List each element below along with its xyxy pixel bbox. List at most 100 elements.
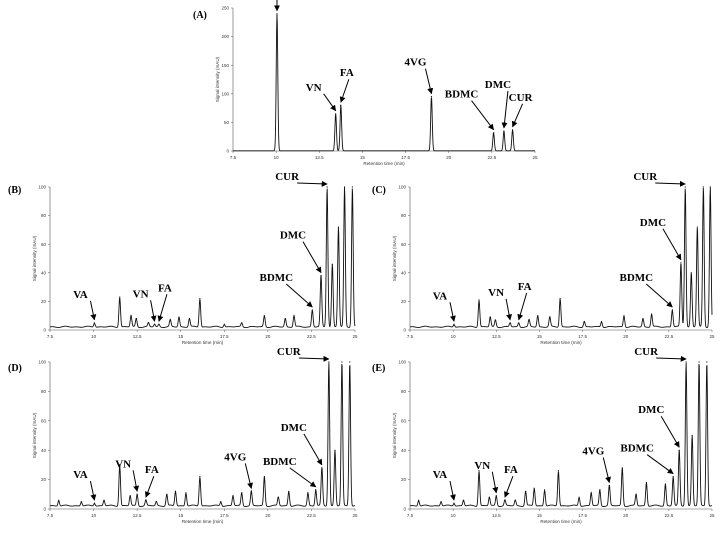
y-axis-label: Signal intensity (mAU)	[32, 235, 37, 281]
y-tick-label: 0	[226, 149, 229, 154]
peak-annotation-cur: CUR	[633, 171, 658, 183]
y-tick-label: 60	[401, 242, 407, 247]
peak-annotation-bdmc: BDMC	[259, 272, 293, 284]
peak-annotation-vn: VN	[115, 458, 131, 470]
peak-point	[696, 226, 698, 228]
peak-point	[188, 317, 191, 320]
peak-annotation-va: VA	[433, 290, 448, 302]
peak-annotation-fa: FA	[158, 282, 172, 294]
x-tick-label: 7.5	[407, 513, 414, 518]
annotation-arrow	[449, 302, 456, 322]
peak-point	[263, 476, 265, 478]
y-tick-label: 60	[41, 418, 47, 423]
peak-annotation-fa: FA	[504, 464, 518, 476]
chart-panel-a: (A)7.5 10 12.5 15 17.5 20 22.5 2505010015020025…	[193, 0, 538, 166]
peak-point	[494, 319, 497, 321]
x-tick-label: 7.5	[230, 155, 237, 160]
peak-point	[155, 501, 157, 503]
peak-point	[514, 499, 516, 501]
peak-annotation-fa: FA	[340, 67, 354, 79]
peak-point	[178, 316, 180, 318]
x-tick-label: 25	[709, 513, 715, 518]
peak-point	[343, 186, 346, 188]
annotation-arrow	[157, 294, 168, 322]
chart-panel-d: (D) 7.5 10 12.5 15 17.5 20 22.5 25 0 20 40 60 80 100 Re…	[8, 346, 358, 524]
chromatogram-trace	[233, 13, 535, 152]
chromatogram-trace	[49, 186, 356, 329]
peak-annotation-bdmc: BDMC	[263, 456, 297, 468]
panel-label: (E)	[372, 363, 385, 374]
x-tick-label: 25	[352, 334, 358, 339]
x-tick-label: 12.5	[133, 513, 142, 518]
chromatogram-trace	[409, 362, 713, 507]
panel-label: (C)	[372, 185, 386, 196]
annotation-arrow	[471, 100, 494, 131]
peak-point	[453, 502, 455, 504]
y-tick-label: 80	[401, 389, 407, 394]
peak-point	[199, 476, 201, 478]
chart-panel-c: (C) 7.5 10 12.5 15 17.5 20 22.5 25 0 20 40 60 80 100 Re…	[372, 171, 715, 345]
peak-point	[58, 499, 60, 501]
peak-point	[174, 490, 177, 492]
peak-point	[709, 186, 711, 188]
x-tick-label: 25	[709, 334, 715, 339]
annotation-arrow	[289, 467, 317, 488]
peak-point	[136, 493, 138, 495]
peak-point	[489, 316, 491, 318]
peak-annotation-4vg: 4VG	[582, 445, 604, 457]
peak-point	[590, 492, 592, 494]
peak-point	[462, 499, 465, 501]
annotation-arrow	[491, 471, 499, 494]
peak-annotation-dmc: DMC	[485, 79, 511, 91]
peak-point	[335, 113, 337, 115]
y-tick-label: 0	[43, 507, 46, 512]
peak-point	[284, 317, 286, 320]
x-tick-label: 10	[451, 513, 457, 518]
y-tick-label: 0	[43, 328, 46, 333]
x-axis-label: Retention time (min)	[540, 340, 582, 345]
peak-point	[645, 481, 648, 484]
peak-point	[418, 499, 420, 501]
y-tick-label: 20	[401, 299, 407, 304]
peak-point	[311, 309, 313, 311]
peak-point	[331, 263, 333, 265]
y-tick-label: 40	[401, 448, 407, 453]
annotation-arrow	[505, 298, 513, 321]
peak-annotation-dmc: DMC	[281, 422, 307, 434]
peak-point	[241, 322, 243, 324]
peak-point	[130, 315, 132, 317]
annotation-arrow	[302, 241, 322, 274]
peak-point	[488, 496, 490, 498]
peak-point	[351, 186, 353, 188]
annotation-arrow	[323, 93, 337, 112]
annotation-arrow	[297, 180, 328, 187]
peak-point	[478, 299, 480, 301]
annotation-arrow	[424, 68, 434, 95]
peak-point	[549, 316, 551, 318]
x-tick-label: 7.5	[47, 334, 54, 339]
peak-point	[504, 499, 506, 501]
peak-point	[559, 297, 561, 300]
y-axis-label: Signal intensity (mAU)	[392, 412, 397, 458]
y-tick-label: 200	[221, 34, 229, 39]
x-tick-label: 17.5	[578, 513, 587, 518]
peak-annotation-dmc: DMC	[640, 217, 666, 229]
peak-point	[690, 272, 692, 274]
y-tick-label: 0	[403, 328, 406, 333]
peak-point	[166, 493, 168, 495]
y-axis-label: Signal intensity (mAU)	[215, 56, 220, 102]
y-tick-label: 40	[401, 270, 407, 275]
y-tick-label: 20	[41, 299, 47, 304]
x-tick-label: 15	[178, 513, 184, 518]
peak-point	[440, 501, 442, 503]
x-tick-label: 15	[537, 513, 543, 518]
annotation-arrow	[339, 79, 350, 103]
x-axis-label: Retention time (min)	[182, 340, 224, 345]
peak-point	[129, 495, 131, 497]
peak-point	[232, 495, 234, 497]
peak-point	[651, 313, 653, 315]
annotation-arrow	[646, 454, 674, 475]
peak-point	[453, 323, 455, 325]
peak-point	[320, 275, 322, 277]
x-tick-label: 22.5	[307, 513, 316, 518]
